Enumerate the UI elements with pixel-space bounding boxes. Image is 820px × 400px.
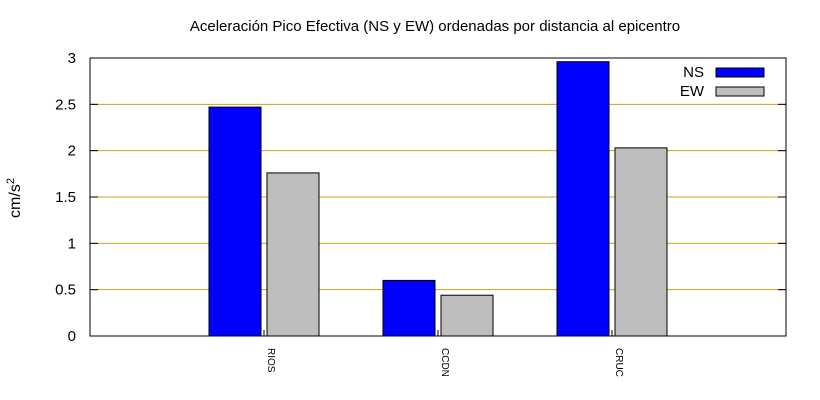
x-tick-label-ccdn: CCDN	[439, 348, 450, 377]
bar-ns-ccdn	[382, 279, 436, 337]
plot-frame	[89, 57, 787, 337]
chart-title: Aceleración Pico Efectiva (NS y EW) orde…	[190, 18, 680, 35]
y-tick-label-6: 3	[68, 50, 76, 67]
y-tick-label-0: 0	[68, 328, 76, 345]
grid-lines	[90, 103, 786, 291]
legend: NS EW	[680, 64, 765, 100]
y-tick-label-3: 1.5	[55, 189, 76, 206]
x-tick-label-rios: RIOS	[265, 348, 276, 373]
y-tick-label-4: 2	[68, 143, 76, 160]
y-tick-label-5: 2.5	[55, 96, 76, 113]
legend-label-ns: NS	[683, 64, 704, 81]
bar-ns-cruc	[556, 61, 610, 337]
bar-ew-cruc	[614, 147, 668, 337]
bar-ew-ccdn	[440, 294, 494, 337]
legend-label-ew: EW	[680, 83, 705, 100]
bars	[208, 61, 668, 337]
legend-swatch-ns	[715, 67, 765, 78]
y-tick-label-1: 0.5	[55, 282, 76, 299]
x-axis-ticks: RIOS CCDN CRUC	[263, 330, 624, 377]
legend-swatch-ew	[715, 86, 765, 97]
y-axis-label-superscript: 2	[5, 178, 17, 184]
x-tick-label-cruc: CRUC	[613, 348, 624, 377]
y-axis-label-base: cm/s	[7, 184, 24, 218]
y-axis-label: cm/s2	[5, 178, 24, 218]
bar-ns-rios	[208, 106, 262, 337]
y-tick-label-2: 1	[68, 235, 76, 252]
bar-ew-rios	[266, 172, 320, 337]
y-axis-ticks: 0 0.5 1 1.5 2 2.5 3	[55, 50, 786, 345]
